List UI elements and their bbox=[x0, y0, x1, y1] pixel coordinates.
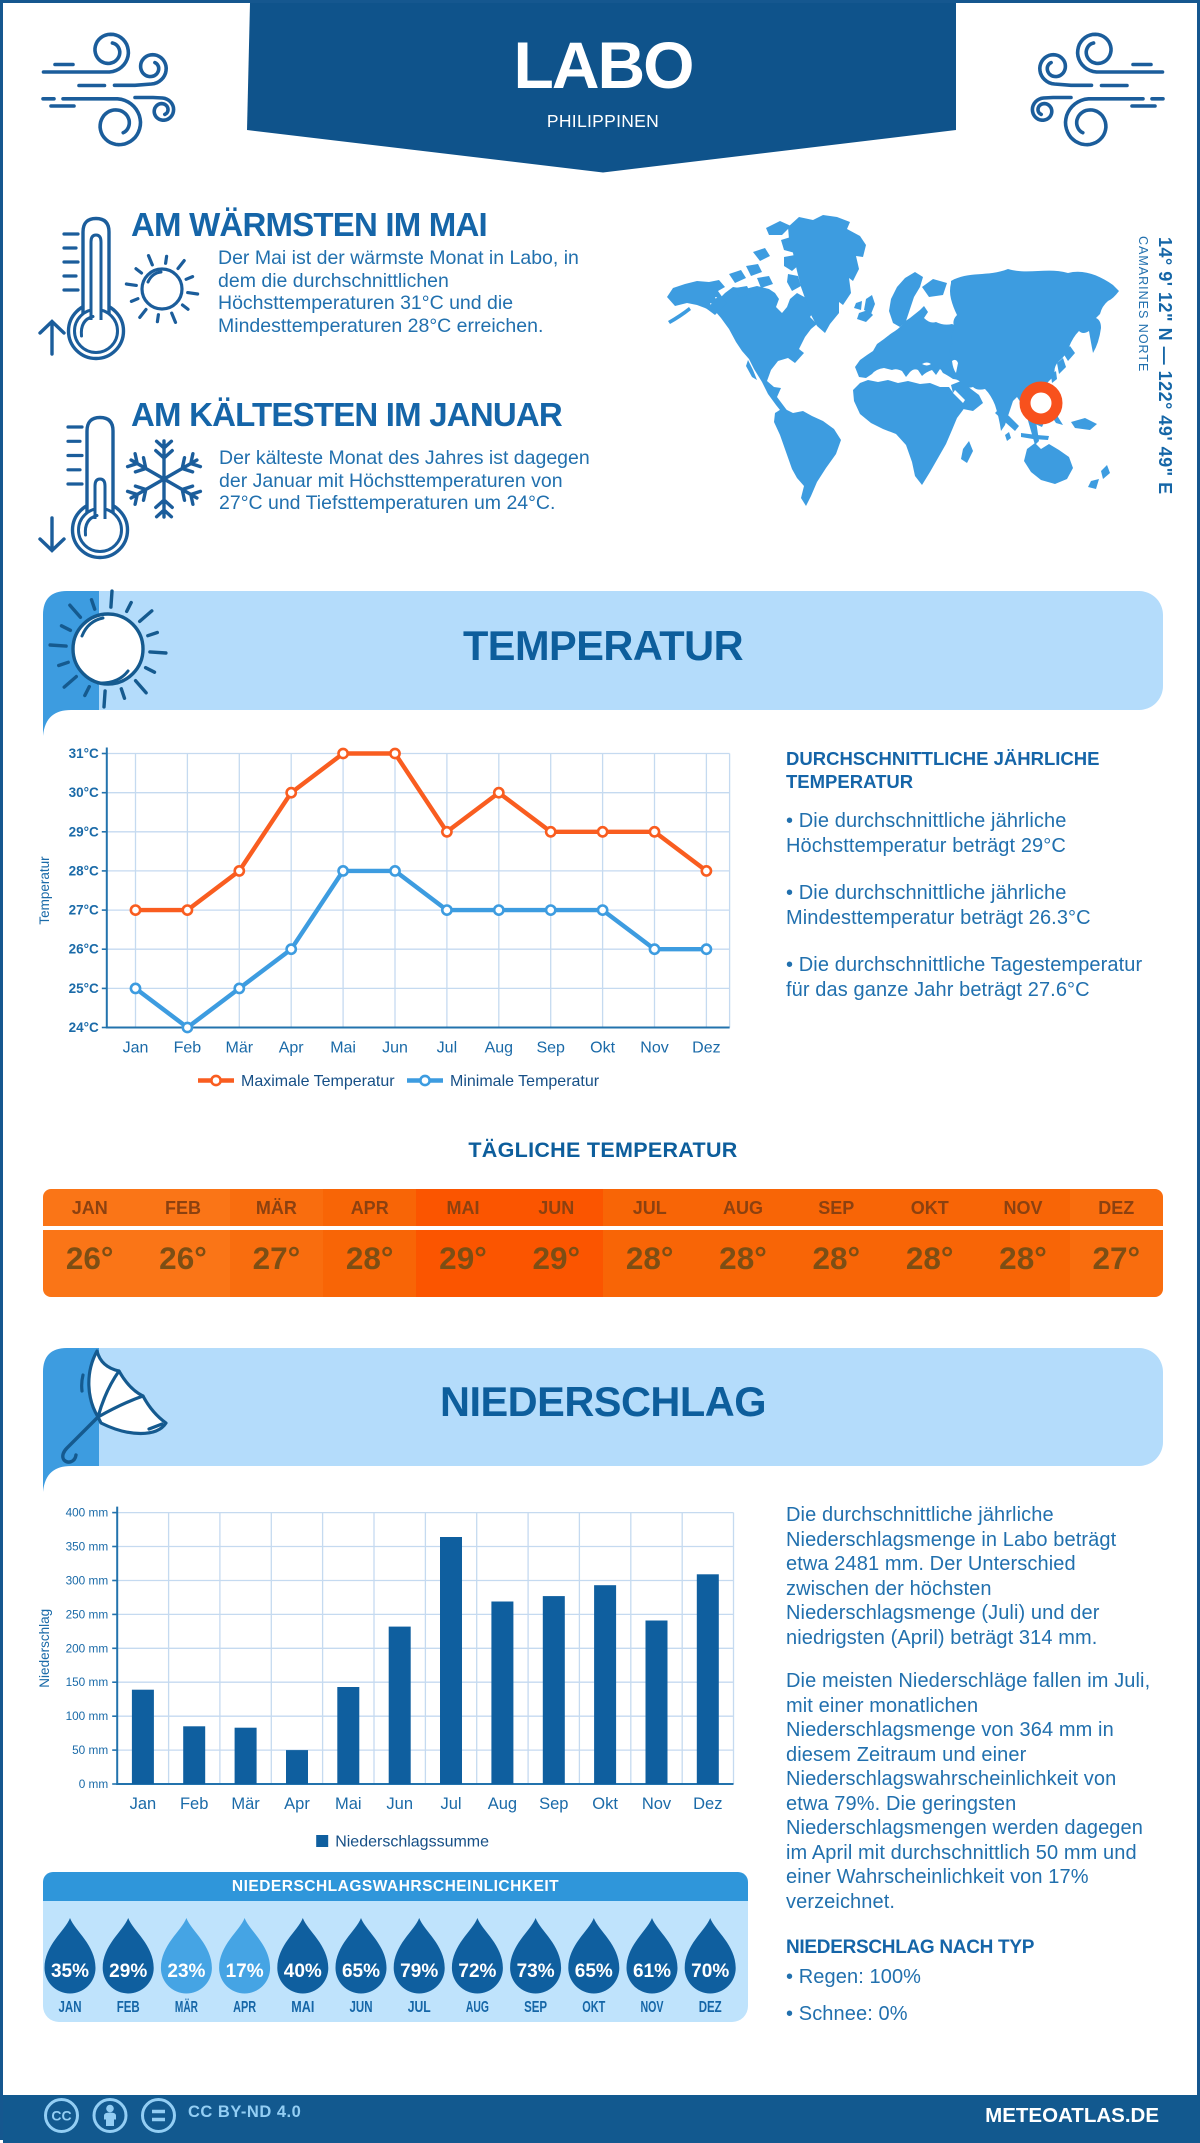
svg-text:400 mm: 400 mm bbox=[66, 1506, 109, 1520]
svg-text:Jan: Jan bbox=[130, 1795, 157, 1813]
svg-text:MÄR: MÄR bbox=[175, 1998, 198, 2016]
svg-text:28°C: 28°C bbox=[69, 863, 99, 878]
svg-text:250 mm: 250 mm bbox=[66, 1607, 109, 1621]
svg-text:27°C: 27°C bbox=[69, 903, 99, 918]
svg-text:JAN: JAN bbox=[59, 1999, 82, 2016]
svg-text:CC: CC bbox=[51, 2108, 71, 2124]
svg-text:Apr: Apr bbox=[284, 1795, 310, 1813]
svg-text:150 mm: 150 mm bbox=[66, 1675, 109, 1689]
svg-text:Dez: Dez bbox=[693, 1795, 722, 1813]
svg-text:Maximale Temperatur: Maximale Temperatur bbox=[241, 1073, 395, 1090]
svg-text:MAI: MAI bbox=[291, 1999, 314, 2016]
svg-text:JUL: JUL bbox=[408, 1999, 431, 2016]
svg-text:JUN: JUN bbox=[350, 1999, 373, 2016]
svg-text:17%: 17% bbox=[226, 1961, 264, 1982]
svg-text:30°C: 30°C bbox=[69, 785, 99, 800]
svg-text:Niederschlagssumme: Niederschlagssumme bbox=[335, 1834, 489, 1851]
svg-text:AUG: AUG bbox=[466, 1999, 489, 2016]
svg-text:65%: 65% bbox=[575, 1961, 613, 1982]
svg-text:Jan: Jan bbox=[123, 1040, 149, 1057]
svg-text:29°C: 29°C bbox=[69, 824, 99, 839]
svg-text:Sep: Sep bbox=[536, 1040, 565, 1057]
svg-text:79%: 79% bbox=[400, 1961, 438, 1982]
svg-text:40%: 40% bbox=[284, 1961, 322, 1982]
svg-text:APR: APR bbox=[233, 1999, 256, 2016]
svg-text:Sep: Sep bbox=[539, 1795, 568, 1813]
svg-text:NOV: NOV bbox=[641, 1999, 664, 2016]
svg-text:31°C: 31°C bbox=[69, 746, 99, 761]
svg-text:Aug: Aug bbox=[485, 1040, 513, 1057]
svg-text:100 mm: 100 mm bbox=[66, 1709, 109, 1723]
svg-text:72%: 72% bbox=[458, 1961, 496, 1982]
svg-text:Mai: Mai bbox=[330, 1040, 356, 1057]
svg-text:65%: 65% bbox=[342, 1961, 380, 1982]
svg-text:73%: 73% bbox=[517, 1961, 555, 1982]
svg-text:35%: 35% bbox=[51, 1961, 89, 1982]
svg-text:Jun: Jun bbox=[386, 1795, 413, 1813]
svg-text:Niederschlag: Niederschlag bbox=[37, 1609, 52, 1688]
svg-text:24°C: 24°C bbox=[69, 1020, 99, 1035]
svg-text:Mär: Mär bbox=[231, 1795, 260, 1813]
svg-text:Aug: Aug bbox=[488, 1795, 517, 1813]
svg-text:29%: 29% bbox=[109, 1961, 147, 1982]
svg-text:Feb: Feb bbox=[180, 1795, 208, 1813]
svg-text:70%: 70% bbox=[691, 1961, 729, 1982]
svg-text:Temperatur: Temperatur bbox=[37, 856, 52, 925]
svg-text:Nov: Nov bbox=[640, 1040, 668, 1057]
svg-text:Jun: Jun bbox=[382, 1040, 408, 1057]
svg-text:FEB: FEB bbox=[117, 1999, 140, 2016]
svg-text:Mär: Mär bbox=[226, 1040, 254, 1057]
svg-text:Minimale Temperatur: Minimale Temperatur bbox=[450, 1073, 600, 1090]
svg-text:25°C: 25°C bbox=[69, 981, 99, 996]
svg-text:Dez: Dez bbox=[692, 1040, 720, 1057]
svg-text:Jul: Jul bbox=[440, 1795, 461, 1813]
svg-text:350 mm: 350 mm bbox=[66, 1540, 109, 1554]
svg-text:OKT: OKT bbox=[582, 1999, 605, 2016]
svg-text:Nov: Nov bbox=[642, 1795, 672, 1813]
svg-text:200 mm: 200 mm bbox=[66, 1641, 109, 1655]
svg-text:300 mm: 300 mm bbox=[66, 1574, 109, 1588]
svg-text:Okt: Okt bbox=[590, 1040, 615, 1057]
svg-text:23%: 23% bbox=[167, 1961, 205, 1982]
svg-text:Mai: Mai bbox=[335, 1795, 362, 1813]
svg-text:DEZ: DEZ bbox=[699, 1999, 722, 2016]
svg-text:0 mm: 0 mm bbox=[79, 1777, 109, 1791]
svg-text:61%: 61% bbox=[633, 1961, 671, 1982]
svg-text:50 mm: 50 mm bbox=[72, 1743, 108, 1757]
svg-text:Apr: Apr bbox=[279, 1040, 305, 1057]
svg-text:Feb: Feb bbox=[174, 1040, 202, 1057]
svg-text:26°C: 26°C bbox=[69, 942, 99, 957]
svg-text:SEP: SEP bbox=[524, 1999, 547, 2016]
svg-text:Jul: Jul bbox=[437, 1040, 457, 1057]
svg-text:Okt: Okt bbox=[592, 1795, 618, 1813]
